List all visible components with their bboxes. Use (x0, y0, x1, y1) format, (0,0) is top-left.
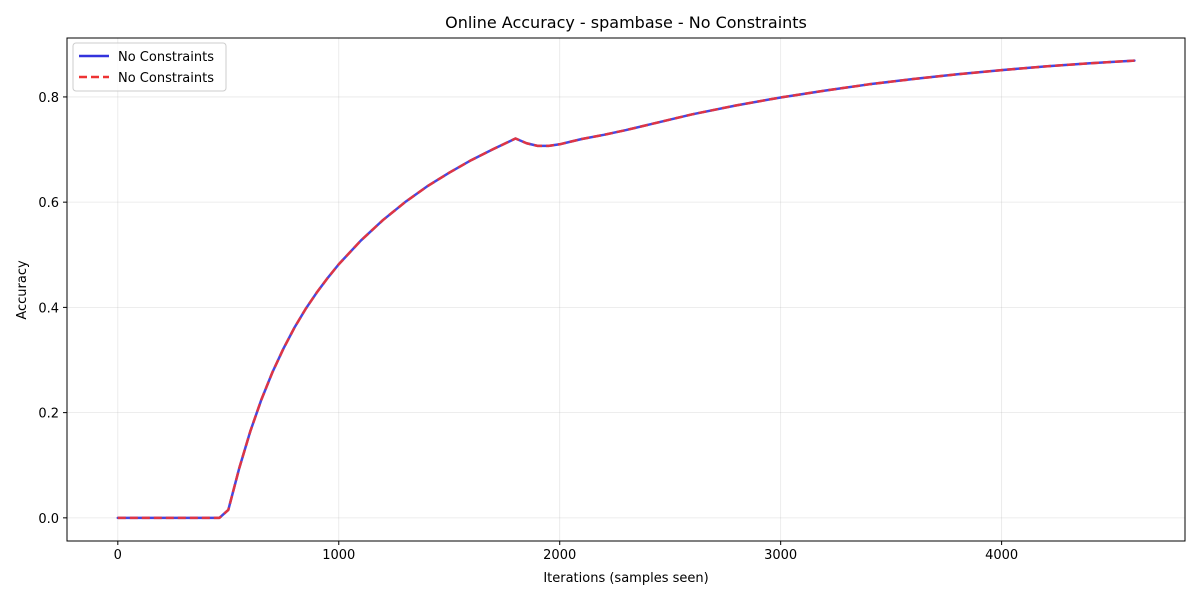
legend-box (72, 42, 227, 92)
y-tick-label: 0.6 (38, 196, 59, 211)
x-axis: 0 1000 2000 3000 4000 (114, 541, 1018, 563)
legend-label: No Constraints (118, 50, 214, 65)
x-tick-label: 0 (114, 548, 122, 563)
x-axis-title: Iterations (samples seen) (543, 571, 708, 586)
series-layer (116, 59, 1136, 520)
x-tick-label: 1000 (322, 548, 355, 563)
y-axis-title: Accuracy (15, 260, 30, 320)
y-axis: 0.0 0.2 0.4 0.6 0.8 (38, 91, 67, 527)
grid (67, 38, 1185, 541)
legend: No Constraints No Constraints (72, 42, 227, 92)
y-tick-label: 0.8 (38, 91, 59, 106)
y-tick-label: 0.2 (38, 407, 59, 422)
legend-label: No Constraints (118, 71, 214, 86)
x-tick-label: 3000 (764, 548, 797, 563)
x-tick-label: 4000 (985, 548, 1018, 563)
y-tick-label: 0.4 (38, 301, 59, 316)
plot-frame (66, 37, 1186, 542)
series-line-dashed (117, 59, 1135, 520)
chart-title: Online Accuracy - spambase - No Constrai… (445, 13, 807, 32)
x-tick-label: 2000 (543, 548, 576, 563)
y-tick-label: 0.0 (38, 512, 59, 527)
